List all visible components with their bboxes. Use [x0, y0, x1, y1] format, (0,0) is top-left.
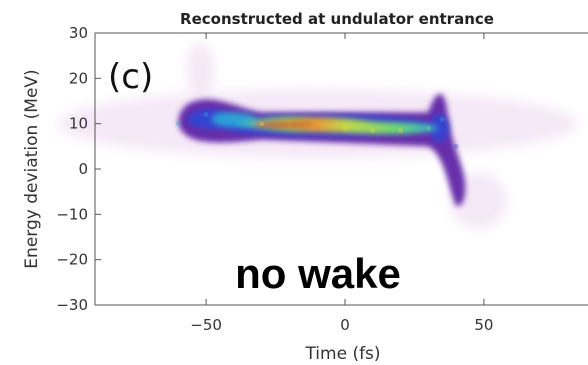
x-axis-label: Time (fs) [304, 344, 380, 364]
chart-title: Reconstructed at undulator entrance [180, 10, 494, 28]
y-tick-label: −10 [56, 205, 88, 223]
ridge-point [453, 143, 459, 149]
ridge-point [175, 121, 181, 127]
ridge-point [370, 127, 376, 133]
x-axis: −50 0 50 [190, 33, 493, 334]
y-tick-label: 20 [69, 69, 88, 87]
ridge-point [439, 116, 445, 122]
x-tick-label: 50 [474, 316, 493, 334]
y-tick-label: −30 [56, 296, 88, 314]
x-tick-label: 0 [340, 316, 350, 334]
y-axis-label: Energy deviation (MeV) [22, 69, 42, 268]
ridge-point [314, 123, 320, 129]
annotation-no-wake: no wake [235, 250, 401, 297]
y-axis: 30 20 10 0 −10 −20 −30 [56, 24, 101, 314]
ridge-point [259, 121, 265, 127]
density-core [233, 116, 440, 135]
x-tick-label: −50 [190, 316, 222, 334]
ridge-point [425, 125, 431, 131]
density-map [57, 43, 578, 229]
y-tick-label: 10 [69, 115, 88, 133]
ridge-point [398, 127, 404, 133]
density-ridge [175, 112, 459, 149]
ridge-point [203, 112, 209, 118]
y-tick-label: 0 [78, 160, 88, 178]
ridge-point [342, 125, 348, 131]
ridge-point [231, 116, 237, 122]
ridge-point [286, 121, 292, 127]
y-tick-label: −20 [56, 251, 88, 269]
y-tick-label: 30 [69, 24, 88, 42]
panel-label: (c) [108, 57, 153, 97]
